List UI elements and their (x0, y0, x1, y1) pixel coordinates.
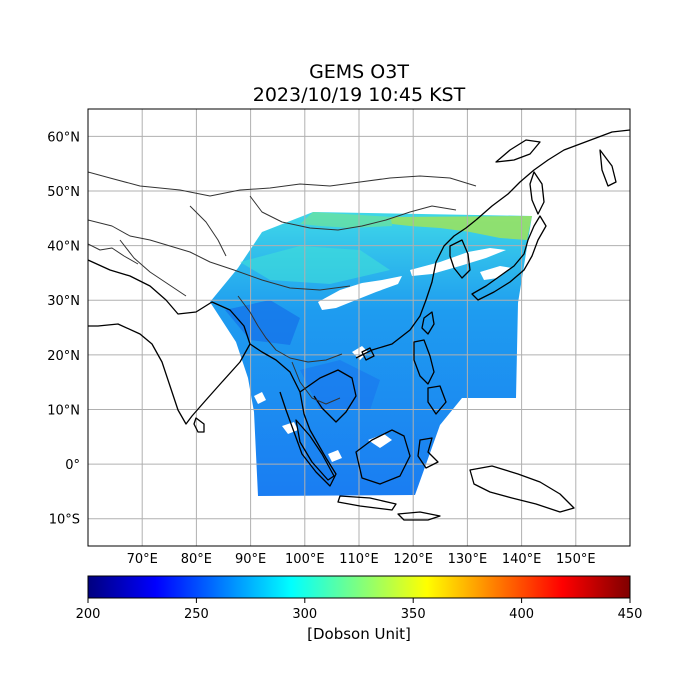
cloud-gap (480, 266, 512, 280)
coast-okhotsk (495, 139, 541, 163)
country-borders (88, 171, 477, 405)
cloud-gap (318, 276, 402, 310)
high-ozone-patch-3 (240, 246, 390, 284)
cloud-gap (254, 392, 266, 404)
lon-tick-label: 70°E (127, 552, 158, 567)
map-title-line1: GEMS O3T (309, 61, 409, 83)
coast-sulawesi (417, 437, 439, 469)
coast-southeast-asia (249, 343, 337, 487)
cloud-gap (368, 434, 392, 448)
colorbar-tick-label: 450 (618, 607, 643, 622)
lat-tick-label: 50°N (47, 185, 80, 200)
coast-indochina (299, 369, 357, 423)
lat-tick-label: 10°S (49, 513, 80, 528)
colorbar-tick-label: 250 (184, 607, 209, 622)
lat-tick-label: 20°N (47, 349, 80, 364)
lon-tick-label: 130°E (448, 552, 488, 567)
border (88, 243, 139, 265)
coast-java (337, 495, 397, 511)
lon-tick-label: 120°E (393, 552, 433, 567)
cloud-gap (328, 450, 342, 462)
colorbar: 200 250 300 350 400 450 [Dobson Unit] (76, 575, 643, 643)
coast-korea (449, 239, 471, 279)
lon-tick-label: 110°E (339, 552, 379, 567)
coast-borneo (355, 429, 411, 485)
coast-china (355, 219, 477, 359)
coastlines (88, 129, 630, 521)
border (237, 295, 343, 363)
border (291, 361, 341, 405)
low-ozone-patch (225, 300, 300, 345)
border (88, 219, 351, 291)
border (249, 195, 457, 231)
coast-srilanka (193, 417, 205, 433)
coast-sakhalin (529, 171, 545, 215)
border (189, 205, 227, 257)
lat-tick-label: 10°N (47, 403, 80, 418)
coast-kamchatka (599, 149, 617, 187)
coast-sumatra (295, 419, 335, 481)
high-ozone-patch (390, 216, 532, 240)
coast-japan (471, 215, 547, 301)
lat-tick-label: 30°N (47, 294, 80, 309)
border (88, 171, 477, 197)
lon-tick-label: 150°E (556, 552, 596, 567)
colorbar-tick-label: 200 (76, 607, 101, 622)
coast-new-guinea (469, 465, 575, 513)
border (119, 239, 187, 297)
colorbar-tick-label: 400 (509, 607, 534, 622)
lon-tick-label: 100°E (285, 552, 325, 567)
lat-tick-label: 40°N (47, 240, 80, 255)
lat-tick-label: 0° (65, 458, 80, 473)
low-ozone-patch-2 (300, 360, 380, 410)
coast-taiwan (421, 311, 435, 335)
map-title-line2: 2023/10/19 10:45 KST (253, 84, 466, 106)
colorbar-label: [Dobson Unit] (307, 625, 411, 643)
latitude-tick-labels: 60°N 50°N 40°N 30°N 20°N 10°N 0° 10°S (47, 130, 80, 527)
lon-tick-label: 140°E (502, 552, 542, 567)
lon-tick-label: 80°E (181, 552, 212, 567)
coast-india (88, 259, 251, 425)
map-frame (87, 108, 631, 547)
colorbar-tick-label: 300 (292, 607, 317, 622)
coast-australia-tip (397, 511, 441, 521)
coast-hainan (361, 347, 375, 361)
longitude-tick-labels: 70°E 80°E 90°E 100°E 110°E 120°E 130°E 140°E 150… (127, 552, 596, 567)
lon-tick-label: 90°E (235, 552, 266, 567)
coast-russia-east (475, 129, 630, 221)
colorbar-tick-label: 350 (401, 607, 426, 622)
cloud-gap (352, 346, 368, 360)
colorbar-ticks: 200 250 300 350 400 450 (76, 598, 643, 622)
lat-tick-label: 60°N (47, 130, 80, 145)
coast-philippines (413, 339, 447, 415)
colorbar-gradient (87, 575, 631, 599)
map-panel (88, 109, 630, 546)
